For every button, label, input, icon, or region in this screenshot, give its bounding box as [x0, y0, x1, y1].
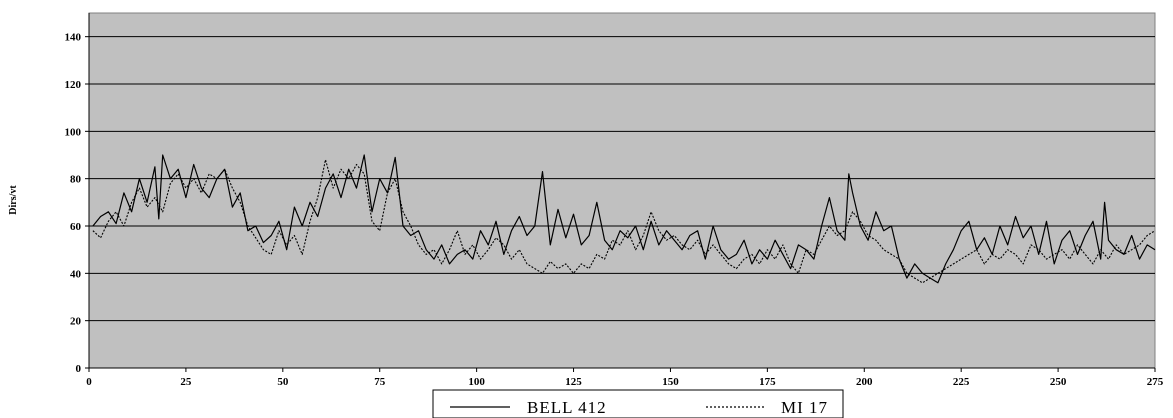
y-tick-label-100: 100 [65, 126, 82, 138]
plot-area [89, 13, 1155, 368]
y-tick-label-80: 80 [70, 174, 82, 186]
legend: BELL 412 MI 17 [433, 390, 843, 418]
y-axis-label: Dirs/vt [8, 185, 19, 215]
y-tick-label-120: 120 [65, 79, 82, 91]
x-tick-label-175: 175 [759, 376, 776, 388]
x-tick-label-75: 75 [374, 376, 386, 388]
x-axis-ticks: 0 25 50 75 100 125 150 175 200 225 250 275 [86, 368, 1164, 388]
x-tick-label-125: 125 [565, 376, 582, 388]
y-tick-label-20: 20 [70, 316, 82, 328]
y-tick-label-60: 60 [70, 221, 82, 233]
y-tick-label-40: 40 [70, 268, 82, 280]
x-tick-label-225: 225 [953, 376, 970, 388]
x-tick-label-150: 150 [662, 376, 679, 388]
x-tick-label-275: 275 [1147, 376, 1164, 388]
x-tick-label-100: 100 [468, 376, 485, 388]
x-tick-label-50: 50 [277, 376, 289, 388]
x-tick-label-0: 0 [86, 376, 92, 388]
x-tick-label-25: 25 [180, 376, 192, 388]
y-axis-ticks: 0 20 40 60 80 100 120 140 [65, 32, 90, 375]
x-tick-label-250: 250 [1050, 376, 1067, 388]
y-tick-label-140: 140 [65, 32, 82, 44]
legend-label-bell-412: BELL 412 [527, 398, 607, 417]
legend-label-mi-17: MI 17 [781, 398, 828, 417]
x-tick-label-200: 200 [856, 376, 873, 388]
y-tick-label-0: 0 [76, 363, 82, 375]
